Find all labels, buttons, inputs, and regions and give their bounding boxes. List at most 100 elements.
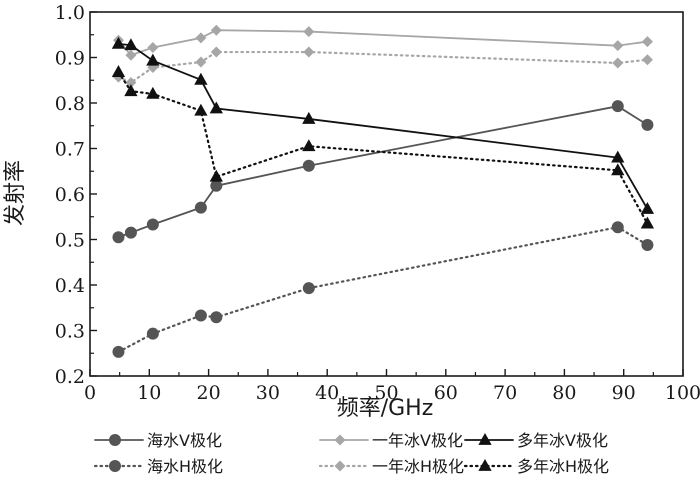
series-3	[111, 36, 655, 214]
y-tick-label: 0.6	[55, 184, 85, 206]
data-point	[302, 111, 316, 124]
data-point	[146, 53, 160, 66]
legend-label: 多年冰H极化	[517, 457, 609, 476]
x-tick-label: 100	[665, 382, 700, 404]
y-tick-label: 1.0	[55, 2, 85, 24]
data-point	[612, 57, 624, 69]
series-6	[111, 65, 655, 229]
data-point	[146, 218, 159, 231]
y-axis-title: 发射率	[3, 160, 28, 226]
data-point	[641, 54, 653, 66]
series-line	[117, 50, 649, 84]
data-point	[124, 84, 138, 97]
data-point	[112, 345, 125, 358]
y-tick-label: 0.4	[55, 275, 85, 297]
data-point	[146, 86, 160, 99]
legend-item: 海水H极化	[93, 457, 223, 476]
legend-marker	[334, 434, 346, 446]
legend-label: 海水H极化	[147, 457, 223, 476]
data-point	[640, 202, 655, 214]
legend-item: 一年冰V极化	[319, 431, 463, 450]
data-point	[111, 36, 126, 49]
data-point	[194, 103, 208, 116]
data-point	[612, 40, 624, 52]
y-tick-label: 0.7	[55, 139, 85, 161]
data-point	[640, 216, 655, 229]
data-point	[302, 159, 315, 172]
data-point	[194, 309, 207, 322]
x-tick-label: 80	[552, 382, 576, 404]
x-tick-label: 0	[84, 382, 96, 404]
data-point	[611, 163, 625, 176]
series-5	[112, 46, 653, 89]
data-point	[147, 41, 159, 53]
series-line	[117, 70, 649, 225]
data-point	[146, 327, 159, 340]
series-4	[112, 221, 654, 358]
plot-area	[89, 11, 684, 377]
legend-label: 一年冰H极化	[372, 457, 464, 476]
data-point	[125, 49, 137, 61]
data-point	[641, 36, 653, 48]
data-point	[302, 282, 315, 295]
data-point	[611, 221, 624, 234]
data-point	[210, 179, 223, 192]
data-point	[611, 100, 624, 113]
legend-item: 多年冰V极化	[464, 431, 608, 450]
data-point	[210, 46, 222, 58]
legend-marker	[109, 460, 121, 472]
data-point	[302, 139, 316, 152]
x-tick-label: 10	[137, 382, 161, 404]
data-point	[303, 26, 315, 38]
data-point	[641, 238, 654, 251]
x-tick-label: 40	[315, 382, 339, 404]
data-point	[209, 101, 223, 114]
y-tick-label: 0.5	[55, 230, 85, 252]
legend-item: 海水V极化	[94, 431, 222, 450]
plot-frame	[89, 11, 684, 377]
data-point	[124, 38, 138, 51]
data-point	[303, 46, 315, 58]
legend-marker	[478, 433, 492, 445]
data-point	[194, 201, 207, 214]
series-line	[117, 226, 649, 353]
y-tick-label: 0.3	[55, 321, 85, 343]
legend-label: 多年冰V极化	[517, 431, 608, 450]
legend-label: 一年冰V极化	[372, 431, 463, 450]
y-tick-label: 0.9	[55, 48, 85, 70]
legend-item: 多年冰H极化	[463, 457, 609, 476]
x-tick-label: 20	[197, 382, 221, 404]
data-point	[124, 226, 137, 239]
legend-item: 一年冰H极化	[318, 457, 464, 476]
legend-marker	[334, 460, 346, 472]
data-point	[210, 24, 222, 36]
axes: 0 10 20 30 40 50 60 70 80 90 100 0.2 0.3 0.4 0.5 0.6 0.7…	[55, 2, 700, 404]
legend-label: 海水V极化	[147, 431, 222, 450]
legend-marker	[109, 434, 121, 446]
x-axis-title: 频率/GHz	[337, 396, 434, 421]
data-point	[195, 32, 207, 44]
series-1	[112, 100, 654, 244]
legend-marker	[478, 459, 492, 471]
series-layer	[111, 24, 655, 358]
y-tick-label: 0.8	[55, 93, 85, 115]
data-point	[209, 169, 223, 182]
x-tick-label: 90	[612, 382, 636, 404]
data-point	[210, 311, 223, 324]
x-tick-label: 60	[434, 382, 458, 404]
data-point	[195, 56, 207, 68]
series-2	[112, 24, 653, 61]
x-tick-label: 70	[493, 382, 517, 404]
y-tick-label: 0.2	[55, 366, 85, 388]
data-point	[611, 150, 625, 163]
data-point	[194, 72, 208, 85]
series-line	[117, 105, 649, 239]
data-point	[641, 118, 654, 131]
series-line	[117, 42, 649, 210]
x-tick-label: 50	[374, 382, 398, 404]
series-line	[117, 29, 649, 57]
data-point	[111, 65, 126, 77]
data-point	[112, 231, 125, 244]
